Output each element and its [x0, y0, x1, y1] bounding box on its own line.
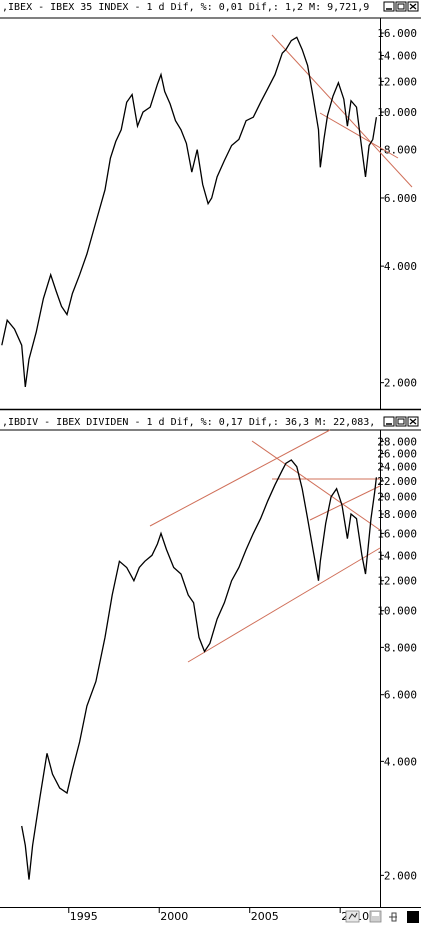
x-tick-label: 1995	[70, 910, 98, 923]
ibdiv-channel-lower	[187, 547, 381, 663]
restore-icon[interactable]	[395, 416, 407, 427]
x-tick-label: 2005	[251, 910, 279, 923]
y-tick-label: 4.000	[384, 260, 417, 273]
y-tick-label: 8.000	[384, 144, 417, 157]
ibex35-trendline-minor	[319, 112, 399, 159]
ibex35-panel: ,IBEX - IBEX 35 INDEX - 1 d Dif, %: 0,01…	[0, 0, 421, 411]
ibdiv-trendlines	[149, 429, 381, 663]
restore-icon[interactable]	[395, 1, 407, 12]
close-icon[interactable]	[407, 416, 419, 427]
toolbar-icon[interactable]	[345, 910, 360, 923]
ibex35-trendlines	[271, 34, 413, 188]
ibdiv-window-controls	[383, 416, 419, 427]
save-icon[interactable]	[369, 910, 382, 923]
y-tick-label: 12.000	[377, 575, 417, 588]
y-tick-label: 2.000	[384, 869, 417, 882]
y-tick-label: 14.000	[377, 50, 417, 63]
close-icon[interactable]	[407, 1, 419, 12]
y-tick-label: 26.000	[377, 448, 417, 461]
y-tick-label: 10.000	[377, 106, 417, 119]
y-tick-label: 14.000	[377, 549, 417, 562]
ibdiv-panel-title: ,IBDIV - IBEX DIVIDEN - 1 d Dif, %: 0,17…	[2, 417, 375, 428]
minimize-icon[interactable]	[383, 416, 395, 427]
y-tick-label: 12.000	[377, 75, 417, 88]
ibex35-panel-title: ,IBEX - IBEX 35 INDEX - 1 d Dif, %: 0,01…	[2, 2, 369, 13]
y-tick-label: 16.000	[377, 27, 417, 40]
pin-icon[interactable]	[389, 912, 397, 922]
y-tick-label: 8.000	[384, 641, 417, 654]
ibdiv-trendline-short	[309, 485, 381, 521]
y-tick-label: 6.000	[384, 689, 417, 702]
y-tick-label: 18.000	[377, 508, 417, 521]
ibex35-window-controls	[383, 1, 419, 12]
y-tick-label: 22.000	[377, 475, 417, 488]
minimize-icon[interactable]	[383, 1, 395, 12]
y-tick-label: 20.000	[377, 491, 417, 504]
y-tick-label: 28.000	[377, 435, 417, 448]
x-tick-label: 2000	[160, 910, 188, 923]
y-tick-label: 10.000	[377, 605, 417, 618]
ibdiv-trendline-descending	[251, 440, 381, 531]
y-tick-label: 16.000	[377, 527, 417, 540]
ibdiv-price-line	[21, 459, 378, 880]
ibex35-y-axis: 16.000 14.000 12.000 10.000 8.000 6.000 4.000 2…	[377, 27, 417, 390]
ibex35-price-line	[1, 36, 378, 387]
fill-icon[interactable]	[407, 911, 419, 923]
ibdiv-channel-upper	[149, 429, 331, 527]
y-tick-label: 6.000	[384, 192, 417, 205]
y-tick-label: 24.000	[377, 461, 417, 474]
ibex35-trendline-major	[271, 34, 413, 188]
y-tick-label: 2.000	[384, 377, 417, 390]
ibdiv-panel: ,IBDIV - IBEX DIVIDEN - 1 d Dif, %: 0,17…	[0, 416, 421, 907]
bottom-toolbar	[345, 910, 419, 923]
y-tick-label: 4.000	[384, 755, 417, 768]
